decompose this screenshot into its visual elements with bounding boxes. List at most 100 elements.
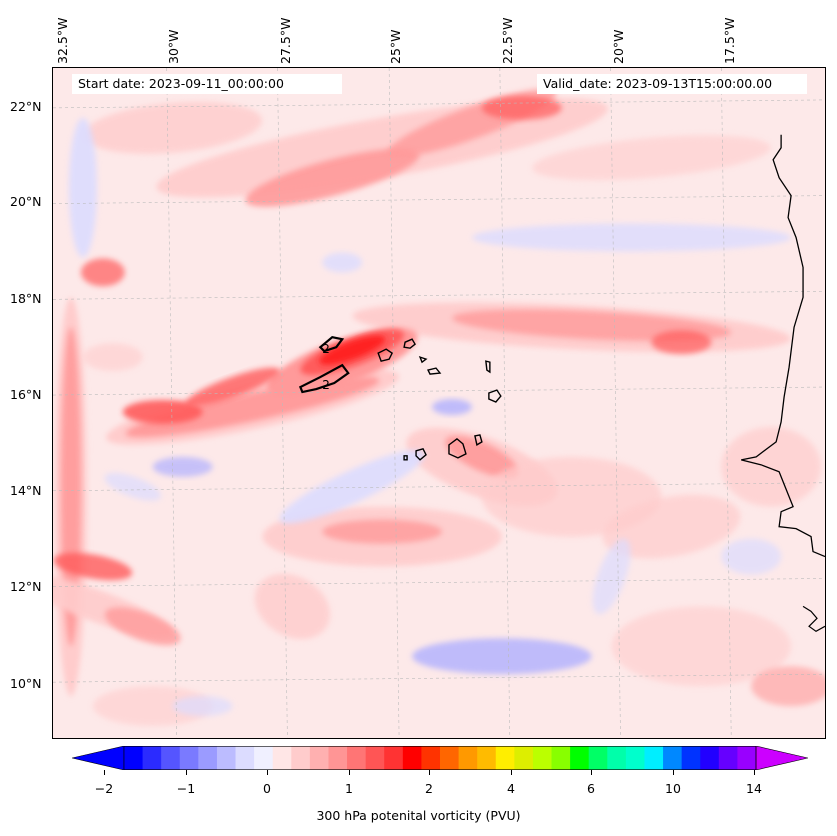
coastline-africa [741, 134, 825, 633]
colorbar-tick-mark [104, 770, 105, 775]
colorbar-tick-label: 1 [345, 781, 353, 796]
colorbar-segment [551, 746, 571, 770]
meridian-line [166, 68, 177, 738]
pv-blob [481, 95, 562, 120]
pv-blob [452, 309, 732, 341]
pv-field-map: 2 2 [53, 68, 825, 738]
colorbar-segment [458, 746, 478, 770]
colorbar-segment [179, 746, 199, 770]
colorbar-title: 300 hPa potenital vorticity (PVU) [316, 808, 521, 823]
colorbar-tick-label: −1 [176, 781, 196, 796]
meridian-line [388, 68, 400, 738]
colorbar-tick-label: −2 [94, 781, 114, 796]
colorbar-segment [663, 746, 683, 770]
colorbar-segment [588, 746, 608, 770]
cape-verde-islands [377, 338, 502, 461]
start-date-label: Start date: 2023-09-11_00:00:00 [72, 74, 342, 94]
latitude-label: 12°N [10, 579, 42, 594]
colorbar-tick-mark [186, 770, 187, 775]
longitude-label: 17.5°W [722, 17, 737, 64]
colorbar-tick-label: 10 [665, 781, 681, 796]
colorbar-segment [700, 746, 720, 770]
pv-blob [53, 552, 133, 581]
pv-blob [532, 135, 771, 181]
colorbar-segment [328, 746, 348, 770]
pv-blob [322, 252, 363, 273]
contour-label: 2 [322, 378, 330, 392]
colorbar-segment [625, 746, 645, 770]
pv-blob [104, 607, 181, 646]
colorbar-segment [570, 746, 590, 770]
colorbar-segment [514, 746, 534, 770]
latitude-label: 16°N [10, 387, 42, 402]
meridian-line [499, 68, 511, 738]
longitude-label: 25°W [388, 29, 403, 64]
colorbar-segment [384, 746, 404, 770]
longitude-label: 27.5°W [278, 17, 293, 64]
map-panel: 2 2 [52, 67, 826, 739]
colorbar-segment [347, 746, 367, 770]
pv-blob [185, 367, 280, 407]
colorbar-segment [365, 746, 385, 770]
colorbar-segment [272, 746, 292, 770]
pv-blob [83, 101, 263, 154]
colorbar-segment [681, 746, 701, 770]
longitude-label: 32.5°W [55, 17, 70, 64]
pv-blob [471, 223, 792, 252]
latitude-label: 14°N [10, 483, 42, 498]
colorbar-segment [644, 746, 664, 770]
meridian-line [610, 68, 621, 738]
pv-contour-fill [53, 88, 825, 727]
colorbar-tick-mark [267, 770, 268, 775]
pv-blob [92, 686, 213, 727]
pv-blob [721, 538, 782, 575]
colorbar-segment [532, 746, 553, 770]
colorbar-tick-label: 4 [507, 781, 515, 796]
colorbar-segment [402, 746, 422, 770]
latitude-label: 10°N [10, 676, 42, 691]
colorbar-segment [142, 746, 162, 770]
colorbar-outline [123, 746, 757, 770]
latitude-label: 22°N [10, 99, 42, 114]
colorbar [72, 746, 808, 770]
pv-blob [751, 666, 825, 707]
colorbar-segment [495, 746, 515, 770]
colorbar-extend-right [755, 746, 808, 770]
meridian-line [720, 68, 732, 738]
pv-blob [432, 399, 472, 415]
colorbar-segment [309, 746, 329, 770]
colorbar-segment [718, 746, 738, 770]
colorbar-segment [607, 746, 627, 770]
pv-blob [322, 519, 442, 544]
colorbar-tick-label: 14 [746, 781, 762, 796]
colorbar-segment [216, 746, 237, 770]
pv-blob [721, 426, 822, 507]
colorbar-tick-mark [673, 770, 674, 775]
colorbar-segment [161, 746, 181, 770]
meridian-line [277, 68, 288, 738]
pv-blob [319, 335, 386, 365]
colorbar-segment [477, 746, 497, 770]
colorbar-tick-label: 0 [263, 781, 271, 796]
colorbar-segment [737, 746, 757, 770]
latitude-label: 20°N [10, 194, 42, 209]
contour-label: 2 [322, 342, 330, 356]
colorbar-tick-mark [349, 770, 350, 775]
pv-blob [82, 343, 143, 372]
pv-blob [152, 456, 213, 477]
colorbar-segment [235, 746, 255, 770]
pv-blob [104, 472, 162, 501]
pv-blob [279, 450, 425, 524]
colorbar-tick-label: 2 [425, 781, 433, 796]
pv-blob [592, 538, 631, 615]
colorbar-extend-left [72, 746, 125, 770]
latitude-label: 18°N [10, 291, 42, 306]
colorbar-tick-mark [754, 770, 755, 775]
longitude-label: 30°W [166, 29, 181, 64]
colorbar-tick-mark [429, 770, 430, 775]
colorbar-tick-label: 6 [587, 781, 595, 796]
colorbar-segment [198, 746, 218, 770]
pv-2-contour [298, 336, 350, 394]
longitude-label: 22.5°W [500, 17, 515, 64]
colorbar-segment [291, 746, 311, 770]
